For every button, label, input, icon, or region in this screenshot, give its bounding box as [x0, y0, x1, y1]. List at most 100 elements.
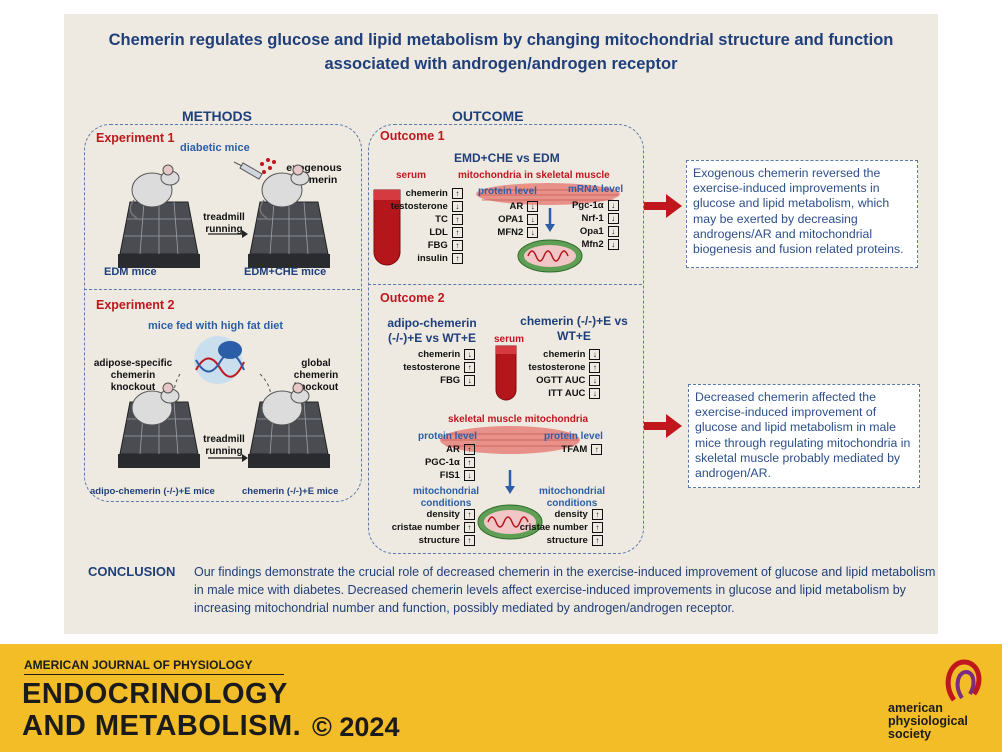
outcome-2-left-cond-table: density ↑ cristae number ↑ structure ↑ — [384, 508, 478, 547]
arrow-down-icon — [545, 208, 555, 232]
arrow-down-icon: ↓ — [527, 213, 539, 225]
arrow-down-icon: ↓ — [607, 238, 619, 250]
outcome-1-serum-table: chemerin ↑ testosterone ↓ TC ↑ LDL ↑ FBG ↑ insulin… — [384, 187, 466, 265]
arrow-up-icon: ↑ — [464, 361, 476, 373]
outcome-2-right-comparison: chemerin (-/-)+E vs WT+E — [520, 314, 628, 343]
indicator-name: AR — [509, 201, 524, 212]
table-row: testosterone ↓ — [384, 200, 466, 213]
mouse-icon — [129, 164, 180, 221]
arrow-up-icon: ↑ — [451, 213, 463, 225]
arrow-down-icon: ↓ — [451, 200, 463, 212]
arrow-right-icon — [208, 230, 248, 238]
indicator-name: PGC-1α — [424, 457, 460, 468]
treadmill-label-1: treadmill running — [203, 212, 245, 235]
summary-text-2: Decreased chemerin affected the exercise… — [695, 390, 911, 481]
table-row: MFN2 ↓ — [488, 226, 544, 239]
arrow-down-icon — [505, 470, 515, 494]
methods-divider — [84, 289, 360, 290]
table-row: density ↑ — [384, 508, 478, 521]
outcome-box — [368, 124, 644, 554]
outcome-1-mrna-table: Pgc-1α ↓ Nrf-1 ↓ Opa1 ↓ Mfn2 ↓ — [562, 199, 624, 251]
arrow-up-icon: ↑ — [463, 443, 475, 455]
edm-mice-label: EDM mice — [104, 266, 157, 278]
table-row: chemerin ↓ — [520, 348, 604, 361]
conclusion-text: Our findings demonstrate the crucial rol… — [194, 565, 936, 615]
table-row: AR ↑ — [420, 443, 478, 456]
dna-icon — [194, 336, 245, 384]
outcome-2-right-cond-table: density ↑ cristae number ↑ structure ↑ — [512, 508, 606, 547]
arrow-up-icon: ↑ — [591, 443, 603, 455]
indicator-name: LDL — [429, 227, 448, 238]
journal-name-line2: AND METABOLISM. — [22, 710, 302, 742]
mitochondria-icon — [477, 504, 543, 540]
indicator-name: cristae number — [391, 522, 460, 533]
figure-title: Chemerin regulates glucose and lipid met… — [108, 31, 894, 73]
arrow-down-icon: ↓ — [464, 374, 476, 386]
experiment-1-label: Experiment 1 — [96, 131, 175, 145]
indicator-name: TC — [435, 214, 448, 225]
indicator-name: Opa1 — [579, 226, 604, 237]
outcome-2-illustration — [440, 345, 580, 540]
mitochondria-icon — [517, 239, 583, 273]
experiment-1-subtitle: diabetic mice — [180, 142, 250, 154]
protein-level-label-2-right: protein level — [544, 431, 603, 442]
indicator-name: structure — [546, 535, 588, 546]
indicator-name: cristae number — [519, 522, 588, 533]
journal-small: AMERICAN JOURNAL OF PHYSIOLOGY — [24, 658, 253, 672]
skm-label: skeletal muscle mitochondria — [448, 414, 589, 425]
indicator-name: Pgc-1α — [571, 200, 604, 211]
table-row: cristae number ↑ — [512, 521, 606, 534]
table-row: OGTT AUC ↓ — [520, 374, 604, 387]
methods-box — [84, 124, 362, 502]
indicator-name: testosterone — [528, 362, 586, 373]
red-arrow-icon — [644, 194, 682, 218]
outcome-2-right-serum-table: chemerin ↓ testosterone ↑ OGTT AUC ↓ ITT AUC ↓ — [520, 348, 604, 400]
indicator-name: OPA1 — [498, 214, 524, 225]
red-arrow-icon — [644, 414, 682, 438]
indicator-name: MFN2 — [497, 227, 524, 238]
table-row: OPA1 ↓ — [488, 213, 544, 226]
arrow-down-icon: ↓ — [607, 199, 619, 211]
indicator-name: density — [554, 509, 588, 520]
table-row: PGC-1α ↑ — [420, 456, 478, 469]
indicator-name: FBG — [440, 375, 461, 386]
experiment-2-label: Experiment 2 — [96, 298, 175, 312]
experiment-2-illustration — [118, 336, 330, 468]
protein-level-label-2-left: protein level — [418, 431, 477, 442]
indicator-name: chemerin — [543, 349, 586, 360]
arrow-up-icon: ↑ — [591, 521, 603, 533]
table-row: chemerin ↑ — [384, 187, 466, 200]
muscle-icon — [476, 183, 620, 205]
experiment-2-subtitle: mice fed with high fat diet — [148, 320, 284, 332]
treadmill-icon — [118, 201, 200, 268]
arrow-up-icon: ↑ — [463, 521, 475, 533]
copyright: © 2024 — [312, 712, 400, 742]
mouse-icon — [131, 382, 180, 426]
arrow-up-icon: ↑ — [591, 508, 603, 520]
mouse-icon — [261, 382, 310, 426]
blood-tube-icon — [373, 189, 401, 266]
table-row: structure ↑ — [512, 534, 606, 547]
arrow-down-icon: ↓ — [527, 226, 539, 238]
journal-rule — [24, 674, 284, 675]
mito-label-1: mitochondria in skeletal muscle — [458, 170, 610, 181]
journal-name-line1: ENDOCRINOLOGY — [22, 678, 288, 710]
indicator-name: density — [426, 509, 460, 520]
table-row: FBG ↓ — [398, 374, 478, 387]
arrow-up-icon: ↑ — [463, 456, 475, 468]
outcome-1-protein-table: AR ↓ OPA1 ↓ MFN2 ↓ — [488, 200, 544, 239]
adipo-ko-mice-label: adipo-chemerin (-/-)+E mice — [90, 486, 215, 497]
footer: AMERICAN JOURNAL OF PHYSIOLOGY ENDOCRINO… — [0, 644, 1002, 752]
muscle-icon — [440, 426, 580, 454]
table-row: Opa1 ↓ — [562, 225, 624, 238]
indicator-name: OGTT AUC — [536, 375, 586, 386]
outcome-1-label: Outcome 1 — [380, 129, 445, 143]
table-row: testosterone ↑ — [520, 361, 604, 374]
mrna-level-label-1: mRNA level — [568, 184, 624, 195]
arrow-up-icon: ↑ — [451, 239, 463, 251]
aps-logo-icon — [945, 659, 982, 702]
summary-box-1: Exogenous chemerin reversed the exercise… — [686, 160, 918, 268]
indicator-name: TFAM — [561, 444, 588, 455]
table-row: structure ↑ — [384, 534, 478, 547]
society-name: american physiological society — [888, 701, 968, 741]
